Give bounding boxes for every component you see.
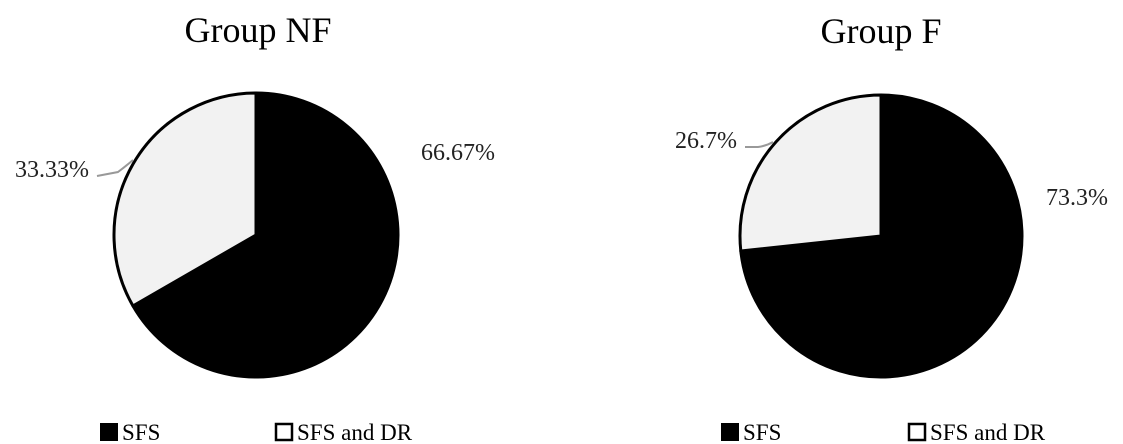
legend-label-sfs-and-dr: SFS and DR — [930, 420, 1046, 444]
legend-swatch-sfs-and-dr — [274, 422, 294, 442]
legend-label-sfs: SFS — [122, 420, 160, 444]
pie-slice-sfs-and-dr — [738, 93, 883, 253]
legend-label-sfs-and-dr: SFS and DR — [297, 420, 413, 444]
pie-slice-sfs — [131, 91, 400, 379]
legend-label-sfs: SFS — [743, 420, 781, 444]
pie-group-f — [738, 93, 1024, 379]
chart-group-nf: Group NF 66.67% 33.33% SFS SFS and DR — [15, 10, 495, 444]
data-label-sfs-and-dr: 26.7% — [675, 128, 737, 154]
legend-swatch-sfs-and-dr — [907, 422, 927, 442]
legend-swatch-sfs — [721, 423, 739, 441]
legend-swatch-sfs — [100, 423, 118, 441]
chart-group-f: Group F 73.3% 26.7% SFS SFS and DR — [675, 11, 1108, 444]
data-label-sfs: 73.3% — [1046, 185, 1108, 211]
data-label-sfs-and-dr: 33.33% — [15, 157, 89, 183]
chart-title: Group NF — [184, 10, 331, 50]
pie-slice-sfs-and-dr — [112, 91, 258, 308]
pie-group-nf — [112, 91, 400, 379]
chart-title: Group F — [820, 11, 941, 51]
leader-line — [745, 141, 774, 148]
data-label-sfs: 66.67% — [421, 140, 495, 166]
leader-line — [96, 159, 134, 177]
